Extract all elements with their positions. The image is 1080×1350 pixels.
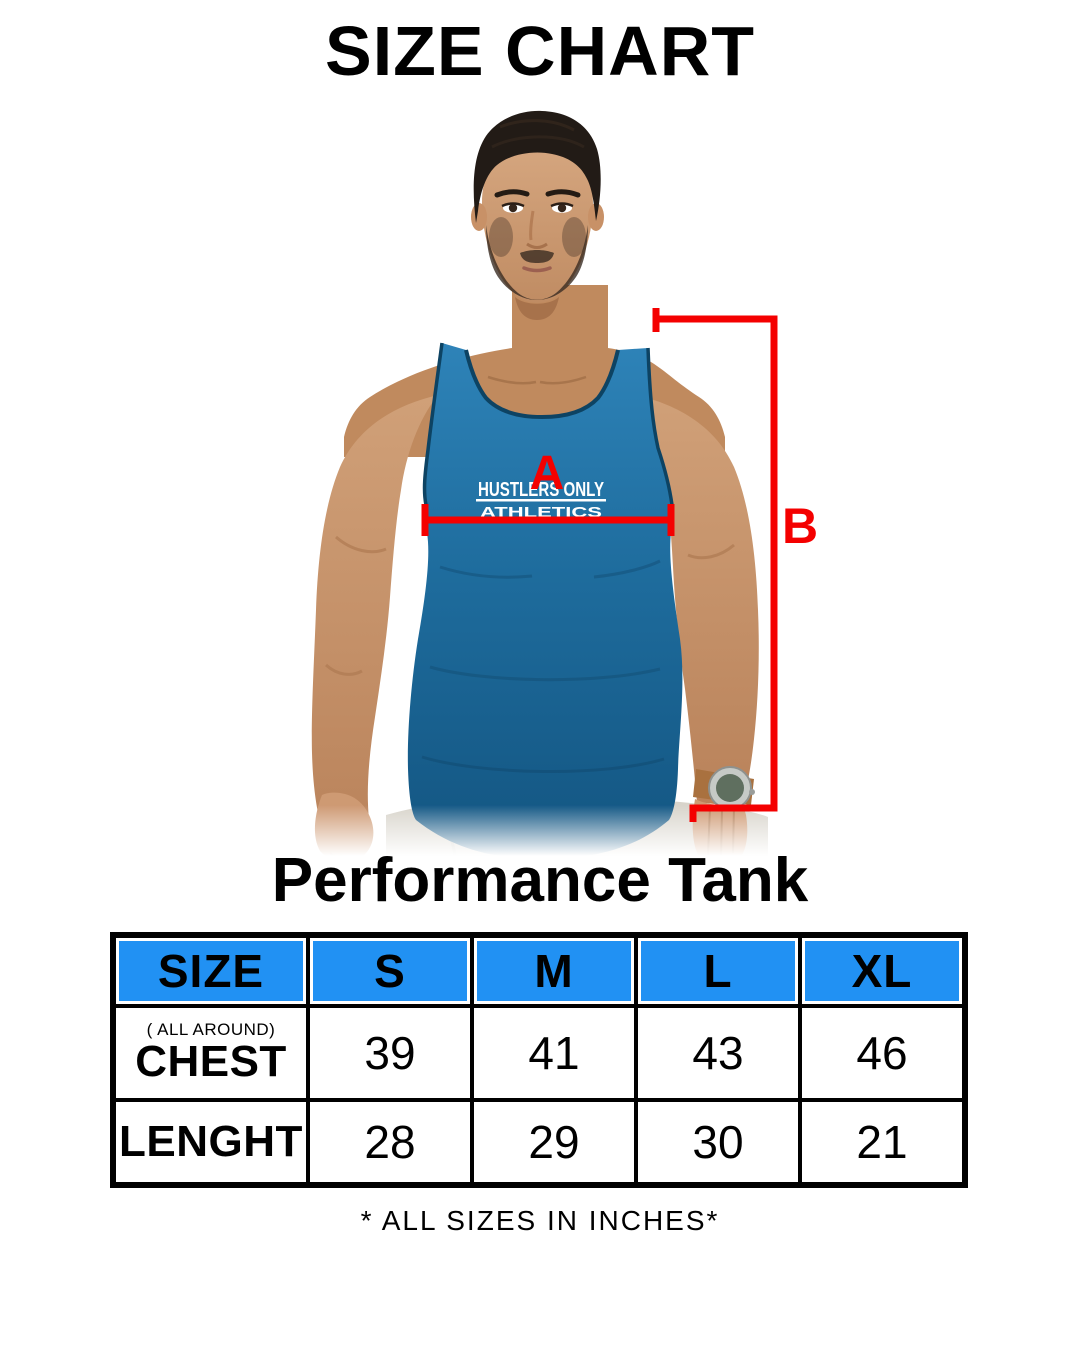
- marker-label-b: B: [782, 498, 818, 554]
- row-label-chest: ( ALL AROUND) CHEST: [116, 1008, 306, 1098]
- header-cell-l: L: [638, 938, 798, 1004]
- left-eye: [508, 203, 518, 213]
- chest-value-l: 43: [638, 1008, 798, 1098]
- chest-value-xl: 46: [802, 1008, 962, 1098]
- header-label: SIZE: [119, 941, 303, 1001]
- header-label: XL: [805, 941, 959, 1001]
- model-photo-illustration: HUSTLERS ONLY ATHLETICS A B: [290, 110, 830, 867]
- measurement-overlay: A B: [421, 308, 818, 822]
- header-label: L: [641, 941, 795, 1001]
- tank-top: HUSTLERS ONLY ATHLETICS: [407, 342, 683, 859]
- header-cell-xl: XL: [802, 938, 962, 1004]
- chest-label: CHEST: [135, 1036, 287, 1086]
- neckline-trim: [464, 349, 620, 420]
- tank-logo-underline: [476, 499, 606, 502]
- chest-note: ( ALL AROUND): [146, 1019, 276, 1039]
- length-label: LENGHT: [119, 1116, 303, 1166]
- header-cell-size: SIZE: [116, 938, 306, 1004]
- mustache: [520, 250, 554, 263]
- photo-fade: [290, 805, 830, 865]
- header-label: S: [313, 941, 467, 1001]
- chest-value-m: 41: [474, 1008, 634, 1098]
- right-eyebrow: [545, 189, 581, 198]
- marker-label-a: A: [530, 447, 565, 500]
- nose: [529, 210, 535, 241]
- header-label: M: [477, 941, 631, 1001]
- length-value-xl: 21: [802, 1102, 962, 1182]
- product-title: Performance Tank: [271, 846, 809, 915]
- mouth: [522, 266, 552, 273]
- header-cell-m: M: [474, 938, 634, 1004]
- left-eyebrow: [494, 189, 530, 198]
- measure-line-B: [652, 308, 778, 822]
- chest-value-s: 39: [310, 1008, 470, 1098]
- tank-logo-line1: HUSTLERS ONLY: [478, 479, 604, 501]
- right-eye: [557, 203, 567, 213]
- hair: [473, 110, 601, 223]
- length-value-m: 29: [474, 1102, 634, 1182]
- head: [471, 110, 604, 303]
- page-title: SIZE CHART: [325, 12, 755, 90]
- row-label-length: LENGHT: [116, 1102, 306, 1182]
- measure-line-A: [421, 504, 675, 536]
- header-cell-s: S: [310, 938, 470, 1004]
- length-value-l: 30: [638, 1102, 798, 1182]
- size-guide-figure: HUSTLERS ONLY ATHLETICS A B: [290, 105, 830, 867]
- length-value-s: 28: [310, 1102, 470, 1182]
- size-chart-table: SIZE S M L XL ( ALL AROUND) CHEST 39 41 …: [110, 932, 968, 1188]
- units-footnote: * ALL SIZES IN INCHES*: [360, 1205, 720, 1236]
